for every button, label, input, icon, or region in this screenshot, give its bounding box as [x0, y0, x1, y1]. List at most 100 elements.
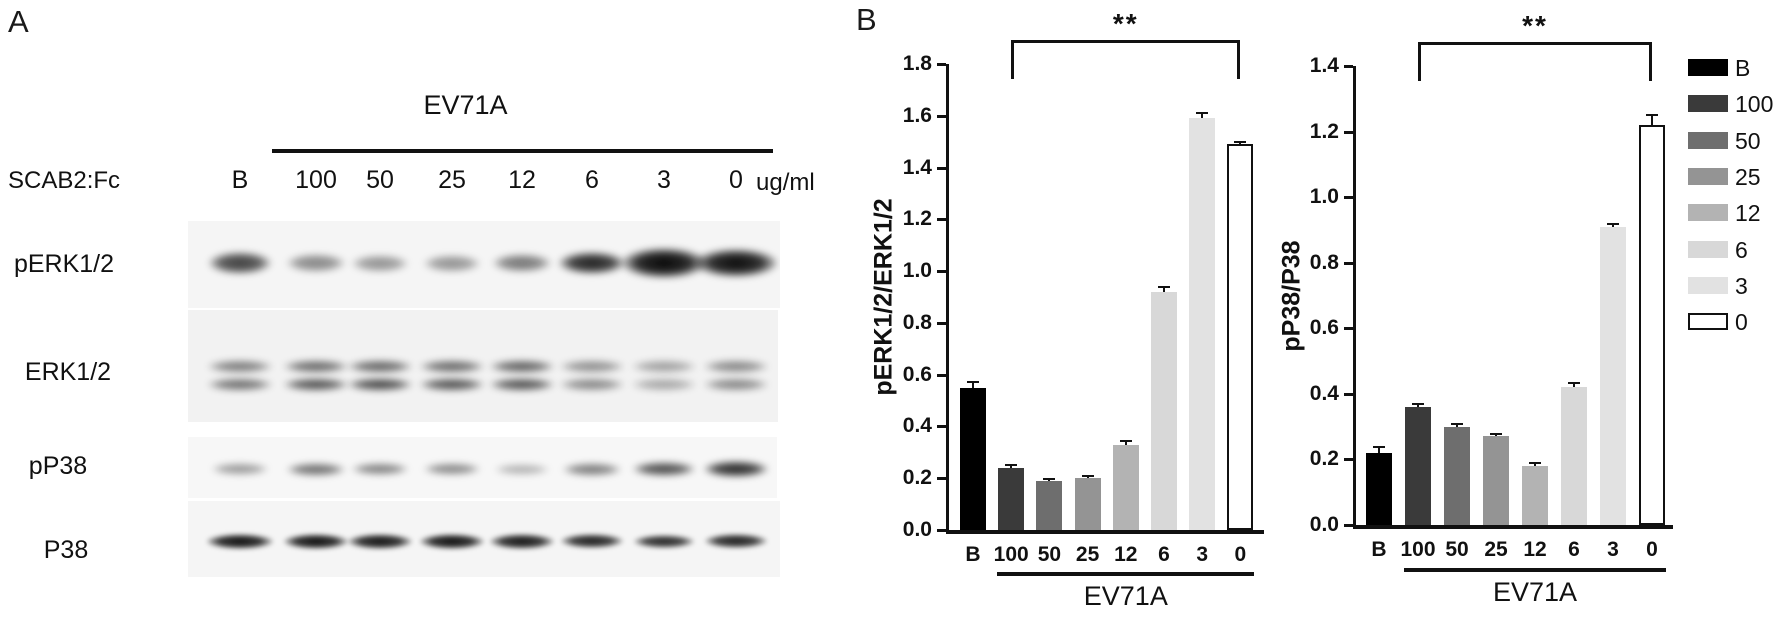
chart1-error-cap-0: [1646, 114, 1658, 117]
chart1-bar-0: [1639, 125, 1665, 525]
chart1-group-label: EV71A: [1492, 577, 1578, 607]
chart1-x-tick-label-B: B: [1371, 538, 1387, 561]
blot-band: [563, 462, 621, 476]
chart1-x-axis: [1353, 525, 1673, 529]
chart0-bar-B: [960, 387, 986, 530]
chart1-error-bar-3: [1612, 224, 1614, 227]
blot-strip-2: [188, 437, 777, 498]
chart1-bar-25: [1483, 436, 1509, 525]
blot-band: [495, 463, 549, 475]
blot-row-label-ERK12: ERK1/2: [24, 358, 112, 386]
blot-strip-1: [188, 310, 778, 422]
chart1-x-tick-label-3: 3: [1607, 538, 1619, 561]
chart0-y-axis: [946, 64, 949, 533]
chart0-y-axis-title: pERK1/2/ERK1/2: [869, 198, 898, 396]
chart0-error-bar-0: [1239, 142, 1242, 145]
chart0-error-bar-3: [1201, 113, 1204, 119]
chart1-error-bar-50: [1456, 424, 1458, 427]
chart1-bar-50: [1444, 426, 1470, 525]
chart0-x-tick-label-3: 3: [1196, 543, 1209, 566]
chart1-y-tick-label: 0.8: [1309, 250, 1339, 274]
blot-band: [284, 377, 348, 391]
chart0-y-tick-label: 0.0: [902, 518, 932, 541]
chart0-bar-6: [1151, 291, 1177, 530]
chart0-error-cap-25: [1081, 475, 1094, 478]
lane-label-0: 0: [729, 166, 743, 194]
chart1-y-tick: [1344, 130, 1353, 134]
blot-band: [420, 377, 484, 391]
blot-band: [287, 462, 345, 476]
chart1-x-tick-label-100: 100: [1400, 538, 1436, 561]
chart1-y-tick-label: 1.2: [1309, 119, 1339, 143]
chart1-error-bar-100: [1417, 404, 1419, 407]
chart0-x-tick-label-50: 50: [1037, 543, 1062, 566]
unit-label: ug/ml: [756, 169, 815, 196]
blot-band: [695, 249, 777, 277]
chart0-error-cap-0: [1234, 141, 1247, 144]
chart0-bar-0: [1227, 144, 1254, 530]
blot-band: [208, 377, 272, 391]
chart1-y-tick: [1344, 65, 1353, 68]
legend-label-3: 3: [1735, 272, 1748, 299]
chart0-y-tick: [937, 425, 946, 429]
chart1-y-tick-label: 0.2: [1309, 447, 1339, 471]
chart0-bar-12: [1112, 444, 1139, 530]
chart1-y-tick: [1344, 196, 1353, 200]
chart0-error-bar-B: [972, 382, 974, 388]
chart0-x-tick-label-B: B: [965, 543, 981, 566]
lane-label-B: B: [231, 166, 249, 194]
chart1-significance-bracket: [1418, 42, 1652, 81]
blot-band: [560, 359, 624, 373]
chart1-bar-B: [1366, 452, 1392, 525]
chart0-y-tick-label: 1.6: [902, 103, 932, 127]
blot-band: [420, 359, 484, 373]
chart0-y-tick: [937, 114, 946, 118]
chart1-error-bar-6: [1573, 383, 1575, 388]
chart1-error-bar-25: [1495, 434, 1497, 437]
chart1-y-tick-label: 1.4: [1309, 54, 1339, 77]
blot-band: [704, 359, 768, 373]
chart1-y-axis: [1353, 66, 1356, 528]
blot-band: [704, 461, 768, 477]
chart0-y-tick: [937, 321, 946, 325]
chart0-x-axis: [946, 530, 1264, 534]
chart0-y-tick: [937, 477, 946, 481]
chart0-group-label: EV71A: [1083, 581, 1168, 611]
chart0-y-tick-label: 0.2: [902, 466, 932, 490]
chart1-y-axis-title: pP38/P38: [1277, 240, 1306, 352]
chart0-group-underline: [997, 572, 1255, 576]
blot-band: [622, 248, 706, 278]
legend-label-25: 25: [1735, 163, 1761, 190]
chart1-y-tick: [1344, 261, 1353, 265]
chart1-y-tick-label: 0.6: [1309, 316, 1339, 340]
blot-band: [284, 533, 348, 549]
chart0-x-tick-label-0: 0: [1234, 543, 1247, 566]
chart1-y-tick: [1344, 392, 1353, 396]
chart0-y-tick: [937, 529, 946, 532]
chart1-x-tick-label-50: 50: [1445, 538, 1469, 561]
blot-row-label-pP38: pP38: [28, 452, 88, 480]
blot-band: [424, 463, 480, 475]
chart0-y-tick: [937, 218, 946, 222]
chart0-y-tick-label: 1.4: [902, 155, 932, 179]
lane-label-50: 50: [366, 166, 394, 194]
chart1-x-tick-label-0: 0: [1646, 538, 1658, 561]
lane-label-100: 100: [295, 166, 337, 194]
chart0-error-cap-12: [1119, 440, 1132, 443]
legend-swatch-25: [1688, 167, 1728, 185]
chart1-bar-12: [1522, 465, 1548, 525]
chart1-error-cap-B: [1373, 445, 1385, 448]
blot-band: [490, 359, 554, 373]
legend-label-0: 0: [1735, 309, 1748, 336]
chart0-y-tick: [937, 63, 946, 66]
chart0-error-cap-3: [1196, 112, 1209, 115]
chart1-x-tick-label-12: 12: [1523, 538, 1547, 561]
chart1-error-cap-6: [1568, 382, 1580, 385]
chart0-error-cap-6: [1158, 286, 1170, 289]
chart1-error-cap-25: [1490, 433, 1502, 436]
blot-band: [208, 359, 272, 373]
chart0-error-bar-50: [1048, 478, 1051, 481]
legend-swatch-0: [1688, 313, 1728, 331]
blot-band: [424, 254, 480, 272]
blot-band: [493, 254, 551, 272]
